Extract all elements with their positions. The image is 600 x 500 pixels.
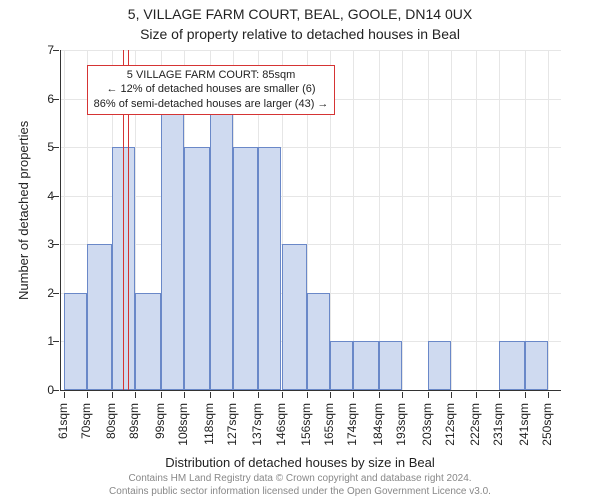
- plot-area: 5 VILLAGE FARM COURT: 85sqm ← 12% of det…: [60, 50, 561, 391]
- y-tick-label: 5: [24, 140, 54, 154]
- footer-line1: Contains HM Land Registry data © Crown c…: [0, 472, 600, 485]
- x-tick-label: 203sqm: [420, 403, 434, 447]
- x-tick: [379, 392, 380, 398]
- x-tick-label: 70sqm: [79, 403, 93, 447]
- histogram-bar: [258, 147, 281, 390]
- x-tick: [161, 392, 162, 398]
- histogram-bar: [184, 147, 210, 390]
- footer-line2: Contains public sector information licen…: [0, 485, 600, 498]
- histogram-bar: [499, 341, 525, 390]
- annotation-line2: ← 12% of detached houses are smaller (6): [94, 82, 329, 97]
- x-tick-label: 184sqm: [371, 403, 385, 447]
- histogram-bar: [233, 147, 259, 390]
- histogram-bar: [64, 293, 87, 390]
- x-tick-label: 127sqm: [225, 403, 239, 447]
- annotation-line1: 5 VILLAGE FARM COURT: 85sqm: [94, 68, 329, 83]
- x-tick-label: 231sqm: [491, 403, 505, 447]
- x-tick: [184, 392, 185, 398]
- x-tick: [476, 392, 477, 398]
- gridline-v: [525, 50, 526, 390]
- histogram-bar: [282, 244, 308, 390]
- histogram-bar: [210, 99, 233, 390]
- x-tick-label: 250sqm: [540, 403, 554, 447]
- y-tick-label: 2: [24, 286, 54, 300]
- histogram-bar: [379, 341, 402, 390]
- x-tick: [451, 392, 452, 398]
- x-tick: [135, 392, 136, 398]
- histogram-bar: [135, 293, 161, 390]
- histogram-bar: [525, 341, 548, 390]
- footer: Contains HM Land Registry data © Crown c…: [0, 472, 600, 498]
- gridline-v: [451, 50, 452, 390]
- gridline-v: [548, 50, 549, 390]
- x-tick-label: 89sqm: [127, 403, 141, 447]
- gridline-v: [353, 50, 354, 390]
- x-tick: [112, 392, 113, 398]
- x-tick-label: 174sqm: [345, 403, 359, 447]
- y-tick-label: 0: [24, 383, 54, 397]
- gridline-v: [499, 50, 500, 390]
- x-tick-label: 99sqm: [153, 403, 167, 447]
- chart-subtitle: Size of property relative to detached ho…: [0, 26, 600, 42]
- x-tick-label: 80sqm: [104, 403, 118, 447]
- y-tick-label: 4: [24, 189, 54, 203]
- x-tick: [525, 392, 526, 398]
- gridline-v: [428, 50, 429, 390]
- y-tick-label: 7: [24, 43, 54, 57]
- x-tick: [64, 392, 65, 398]
- histogram-bar: [87, 244, 113, 390]
- x-tick-label: 165sqm: [322, 403, 336, 447]
- x-tick: [210, 392, 211, 398]
- x-tick-label: 137sqm: [250, 403, 264, 447]
- y-tick-label: 1: [24, 334, 54, 348]
- x-tick-label: 212sqm: [443, 403, 457, 447]
- x-tick: [499, 392, 500, 398]
- histogram-bar: [353, 341, 379, 390]
- x-tick-label: 241sqm: [517, 403, 531, 447]
- x-tick: [330, 392, 331, 398]
- x-tick-label: 118sqm: [202, 403, 216, 447]
- gridline-v: [379, 50, 380, 390]
- y-tick-label: 6: [24, 92, 54, 106]
- x-tick: [428, 392, 429, 398]
- x-tick-label: 108sqm: [176, 403, 190, 447]
- histogram-bar: [330, 341, 353, 390]
- histogram-bar: [112, 147, 135, 390]
- x-tick: [402, 392, 403, 398]
- gridline-v: [476, 50, 477, 390]
- x-tick: [307, 392, 308, 398]
- x-tick: [282, 392, 283, 398]
- histogram-bar: [161, 99, 184, 390]
- histogram-bar: [307, 293, 330, 390]
- x-tick: [258, 392, 259, 398]
- histogram-bar: [428, 341, 451, 390]
- x-tick-label: 61sqm: [56, 403, 70, 447]
- x-tick: [548, 392, 549, 398]
- gridline-v: [402, 50, 403, 390]
- x-tick: [87, 392, 88, 398]
- x-tick-label: 146sqm: [274, 403, 288, 447]
- x-tick-label: 222sqm: [468, 403, 482, 447]
- x-axis-label: Distribution of detached houses by size …: [0, 455, 600, 470]
- x-tick-label: 156sqm: [299, 403, 313, 447]
- x-tick: [353, 392, 354, 398]
- chart-title: 5, VILLAGE FARM COURT, BEAL, GOOLE, DN14…: [0, 6, 600, 22]
- y-tick-label: 3: [24, 237, 54, 251]
- annotation-line3: 86% of semi-detached houses are larger (…: [94, 97, 329, 112]
- x-tick-label: 193sqm: [394, 403, 408, 447]
- annotation-box: 5 VILLAGE FARM COURT: 85sqm ← 12% of det…: [87, 65, 336, 116]
- x-tick: [233, 392, 234, 398]
